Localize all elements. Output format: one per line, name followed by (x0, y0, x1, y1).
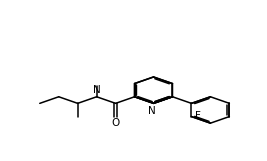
Text: N: N (148, 106, 156, 116)
Text: N: N (93, 85, 100, 95)
Text: F: F (195, 111, 201, 121)
Text: O: O (112, 118, 120, 128)
